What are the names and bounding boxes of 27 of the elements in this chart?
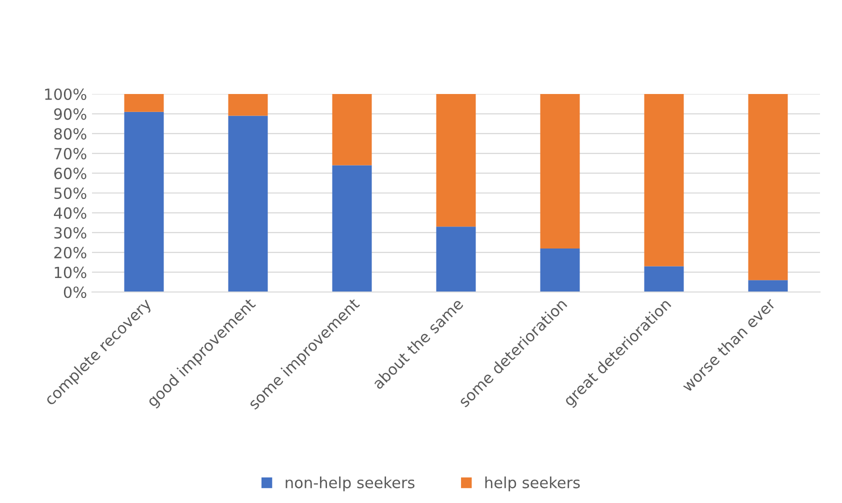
legend-label: help seekers bbox=[485, 476, 580, 492]
bar bbox=[748, 94, 788, 280]
bar bbox=[124, 94, 164, 112]
bar bbox=[540, 248, 580, 292]
legend-label: non-help seekers bbox=[286, 476, 414, 492]
bar bbox=[748, 280, 788, 292]
bar bbox=[540, 94, 580, 248]
bar bbox=[436, 226, 476, 292]
y-tick-label: 90% bbox=[54, 108, 86, 120]
y-tick-label: 20% bbox=[54, 246, 86, 258]
bar bbox=[332, 94, 372, 166]
bar bbox=[124, 112, 164, 292]
y-tick-label: 100% bbox=[45, 88, 86, 100]
y-tick-label: 70% bbox=[54, 148, 86, 160]
bar bbox=[228, 116, 268, 292]
bar bbox=[332, 165, 372, 292]
y-tick-label: 30% bbox=[54, 227, 86, 239]
y-tick-label: 10% bbox=[54, 266, 86, 278]
bar bbox=[228, 94, 268, 116]
y-tick-label: 40% bbox=[54, 207, 86, 219]
bar bbox=[644, 266, 684, 292]
bar bbox=[644, 94, 684, 266]
y-tick-label: 0% bbox=[64, 286, 86, 298]
bar bbox=[436, 94, 476, 227]
y-tick-label: 80% bbox=[54, 128, 86, 140]
y-tick-label: 50% bbox=[54, 187, 86, 200]
y-tick-label: 60% bbox=[54, 168, 86, 180]
